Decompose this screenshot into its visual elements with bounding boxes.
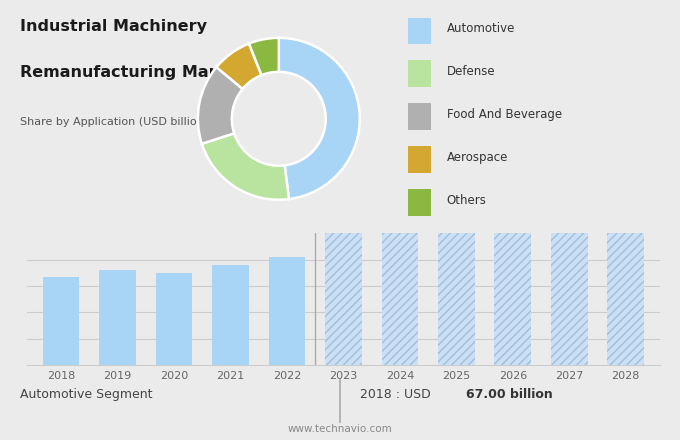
Text: Automotive: Automotive	[447, 22, 515, 35]
Wedge shape	[279, 38, 360, 199]
Bar	[494, 233, 531, 365]
Wedge shape	[202, 133, 289, 200]
Text: Remanufacturing Market: Remanufacturing Market	[20, 65, 246, 80]
Bar	[212, 265, 249, 365]
Bar	[438, 233, 475, 365]
Text: Automotive Segment: Automotive Segment	[20, 388, 153, 401]
Text: Defense: Defense	[447, 65, 496, 78]
Bar	[551, 233, 588, 365]
Text: Share by Application (USD billion): Share by Application (USD billion)	[20, 117, 209, 127]
Bar	[381, 233, 418, 365]
Text: 67.00 billion: 67.00 billion	[466, 388, 553, 401]
Text: Industrial Machinery: Industrial Machinery	[20, 18, 207, 33]
Text: Others: Others	[447, 194, 487, 207]
Bar	[408, 103, 431, 130]
Bar	[325, 233, 362, 365]
Text: 2018 : USD: 2018 : USD	[360, 388, 435, 401]
Bar	[607, 233, 644, 365]
Bar	[408, 146, 431, 172]
Wedge shape	[249, 38, 279, 75]
Text: www.technavio.com: www.technavio.com	[288, 425, 392, 434]
Bar	[99, 270, 136, 365]
Wedge shape	[216, 44, 262, 89]
Bar	[156, 273, 192, 365]
Bar	[408, 189, 431, 216]
Bar	[43, 277, 80, 365]
Text: Aerospace: Aerospace	[447, 151, 508, 164]
Bar	[269, 257, 305, 365]
Bar	[408, 61, 431, 87]
Bar	[408, 18, 431, 44]
Text: Food And Beverage: Food And Beverage	[447, 108, 562, 121]
Wedge shape	[198, 67, 243, 144]
